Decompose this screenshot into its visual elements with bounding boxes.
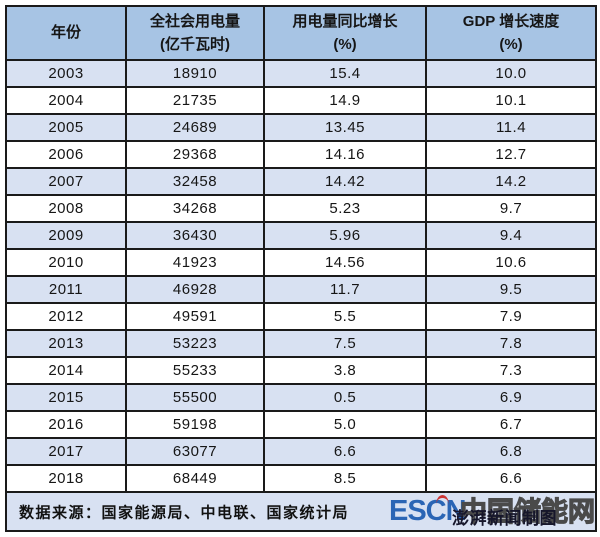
- footer-row: 数据来源：国家能源局、中电联、国家统计局 ESCN 中国储能网 澎湃新闻制图: [5, 491, 597, 532]
- table-cell: 2015: [5, 383, 127, 412]
- table-cell: 59198: [125, 410, 265, 439]
- table-cell: 9.5: [425, 275, 597, 304]
- table-cell: 2006: [5, 140, 127, 169]
- column-header: 用电量同比增长 (%): [263, 5, 427, 61]
- table-cell: 2014: [5, 356, 127, 385]
- table-cell: 9.4: [425, 221, 597, 250]
- column-header: 全社会用电量 (亿千瓦时): [125, 5, 265, 61]
- table-cell: 5.0: [263, 410, 427, 439]
- table-cell: 2012: [5, 302, 127, 331]
- table-footer: 数据来源：国家能源局、中电联、国家统计局 ESCN 中国储能网 澎湃新闻制图: [5, 491, 597, 532]
- table-cell: 2008: [5, 194, 127, 223]
- table-cell: 53223: [125, 329, 265, 358]
- table-cell: 41923: [125, 248, 265, 277]
- table-cell: 63077: [125, 437, 265, 466]
- table-cell: 46928: [125, 275, 265, 304]
- table-cell: 6.8: [425, 437, 597, 466]
- data-source-text: 数据来源：国家能源局、中电联、国家统计局: [19, 504, 350, 521]
- table-cell: 9.7: [425, 194, 597, 223]
- table-row: 2013 53223 7.5 7.8: [5, 329, 597, 358]
- table-row: 2004 21735 14.9 10.1: [5, 86, 597, 115]
- table-cell: 8.5: [263, 464, 427, 493]
- table-cell: 32458: [125, 167, 265, 196]
- table-cell: 5.96: [263, 221, 427, 250]
- table-cell: 7.3: [425, 356, 597, 385]
- table-cell: 6.6: [263, 437, 427, 466]
- table-row: 2011 46928 11.7 9.5: [5, 275, 597, 304]
- table-cell: 12.7: [425, 140, 597, 169]
- table-cell: 14.9: [263, 86, 427, 115]
- table-row: 2018 68449 8.5 6.6: [5, 464, 597, 493]
- table-row: 2007 32458 14.42 14.2: [5, 167, 597, 196]
- table-cell: 5.23: [263, 194, 427, 223]
- table-row: 2006 29368 14.16 12.7: [5, 140, 597, 169]
- table-cell: 15.4: [263, 59, 427, 88]
- table-cell: 14.16: [263, 140, 427, 169]
- table-cell: 10.0: [425, 59, 597, 88]
- table-cell: 55233: [125, 356, 265, 385]
- table-row: 2003 18910 15.4 10.0: [5, 59, 597, 88]
- table-cell: 49591: [125, 302, 265, 331]
- table-row: 2012 49591 5.5 7.9: [5, 302, 597, 331]
- table-body: 2003 18910 15.4 10.0 2004 21735 14.9 10.1 2005 24…: [5, 59, 597, 493]
- table-cell: 2004: [5, 86, 127, 115]
- table-cell: 21735: [125, 86, 265, 115]
- table-cell: 7.9: [425, 302, 597, 331]
- table-cell: 18910: [125, 59, 265, 88]
- table-row: 2009 36430 5.96 9.4: [5, 221, 597, 250]
- table-cell: 6.9: [425, 383, 597, 412]
- table-cell: 6.7: [425, 410, 597, 439]
- table-cell: 14.42: [263, 167, 427, 196]
- table-cell: 29368: [125, 140, 265, 169]
- table-cell: 2009: [5, 221, 127, 250]
- table-cell: 6.6: [425, 464, 597, 493]
- table-cell: 10.6: [425, 248, 597, 277]
- table-cell: 2013: [5, 329, 127, 358]
- table-cell: 2011: [5, 275, 127, 304]
- table-row: 2015 55500 0.5 6.9: [5, 383, 597, 412]
- table-row: 2010 41923 14.56 10.6: [5, 248, 597, 277]
- table-cell: 2017: [5, 437, 127, 466]
- table-cell: 2010: [5, 248, 127, 277]
- table-cell: 0.5: [263, 383, 427, 412]
- table-cell: 5.5: [263, 302, 427, 331]
- table-cell: 11.7: [263, 275, 427, 304]
- escn-logo-text: ESCN: [389, 494, 467, 527]
- table-cell: 11.4: [425, 113, 597, 142]
- table-cell: 14.2: [425, 167, 597, 196]
- table-cell: 36430: [125, 221, 265, 250]
- table-cell: 68449: [125, 464, 265, 493]
- table-row: 2016 59198 5.0 6.7: [5, 410, 597, 439]
- table-cell: 34268: [125, 194, 265, 223]
- table-row: 2017 63077 6.6 6.8: [5, 437, 597, 466]
- table-cell: 13.45: [263, 113, 427, 142]
- table-cell: 14.56: [263, 248, 427, 277]
- table-cell: 3.8: [263, 356, 427, 385]
- electricity-gdp-table: 年份 全社会用电量 (亿千瓦时) 用电量同比增长 (%) GDP 增长速度 (%) 2003…: [5, 5, 597, 532]
- table-row: 2008 34268 5.23 9.7: [5, 194, 597, 223]
- column-header: 年份: [5, 5, 127, 61]
- table-cell: 2005: [5, 113, 127, 142]
- escn-watermark: ESCN 中国储能网 澎湃新闻制图: [389, 494, 595, 528]
- escn-logo-red-accent-icon: [436, 494, 449, 505]
- table-cell: 7.5: [263, 329, 427, 358]
- table-cell: 2016: [5, 410, 127, 439]
- table-cell: 55500: [125, 383, 265, 412]
- chart-credit-text: 澎湃新闻制图: [452, 508, 557, 528]
- footer-cell: 数据来源：国家能源局、中电联、国家统计局 ESCN 中国储能网 澎湃新闻制图: [5, 491, 597, 532]
- header-row: 年份 全社会用电量 (亿千瓦时) 用电量同比增长 (%) GDP 增长速度 (%): [5, 5, 597, 61]
- table-header: 年份 全社会用电量 (亿千瓦时) 用电量同比增长 (%) GDP 增长速度 (%): [5, 5, 597, 61]
- escn-cn-watermark-text: 中国储能网: [459, 496, 595, 527]
- table-cell: 24689: [125, 113, 265, 142]
- table-cell: 7.8: [425, 329, 597, 358]
- table-row: 2005 24689 13.45 11.4: [5, 113, 597, 142]
- table-cell: 2018: [5, 464, 127, 493]
- table-cell: 2007: [5, 167, 127, 196]
- table-row: 2014 55233 3.8 7.3: [5, 356, 597, 385]
- table-cell: 2003: [5, 59, 127, 88]
- column-header: GDP 增长速度 (%): [425, 5, 597, 61]
- page: 年份 全社会用电量 (亿千瓦时) 用电量同比增长 (%) GDP 增长速度 (%) 2003…: [0, 5, 600, 537]
- table-cell: 10.1: [425, 86, 597, 115]
